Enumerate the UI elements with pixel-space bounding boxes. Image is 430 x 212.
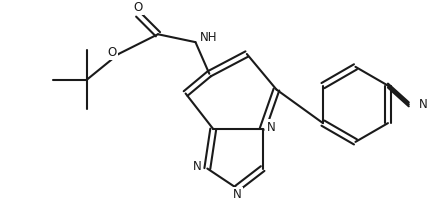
Text: N: N [419,98,427,111]
Text: N: N [267,121,275,134]
Text: N: N [233,188,241,201]
Text: NH: NH [200,31,217,44]
Text: O: O [134,1,143,14]
Text: N: N [193,160,201,173]
Text: O: O [107,46,117,59]
